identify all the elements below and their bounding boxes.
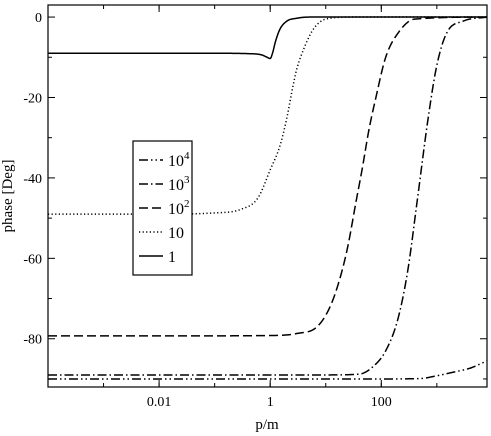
x-tick-label: 1 bbox=[267, 395, 274, 410]
y-tick-label: -40 bbox=[23, 172, 42, 187]
ticks-layer: 0.01 1 100 0 -20 -40 -60 -80 bbox=[23, 5, 487, 410]
series-line-4 bbox=[48, 16, 487, 215]
legend-label: 104 bbox=[168, 150, 190, 170]
y-tick-label: -60 bbox=[23, 252, 42, 267]
legend-label: 103 bbox=[168, 174, 190, 194]
y-tick-label: -20 bbox=[23, 91, 42, 106]
series-line-1 bbox=[48, 360, 488, 380]
plot-frame bbox=[47, 4, 488, 388]
x-axis-title: p/m bbox=[255, 417, 279, 433]
legend-label: 1 bbox=[168, 249, 176, 266]
legend-label: 102 bbox=[168, 198, 190, 218]
series-layer bbox=[48, 16, 488, 380]
series-line-2 bbox=[48, 16, 488, 376]
series-line-3 bbox=[48, 16, 488, 337]
y-tick-label: -80 bbox=[23, 333, 42, 348]
series-line-5 bbox=[48, 16, 487, 60]
y-tick-label: 0 bbox=[35, 11, 42, 26]
x-tick-label: 0.01 bbox=[147, 395, 172, 410]
y-axis-title: phase [Deg] bbox=[0, 160, 16, 233]
legend-label: 10 bbox=[168, 225, 184, 242]
x-tick-label: 100 bbox=[371, 395, 392, 410]
